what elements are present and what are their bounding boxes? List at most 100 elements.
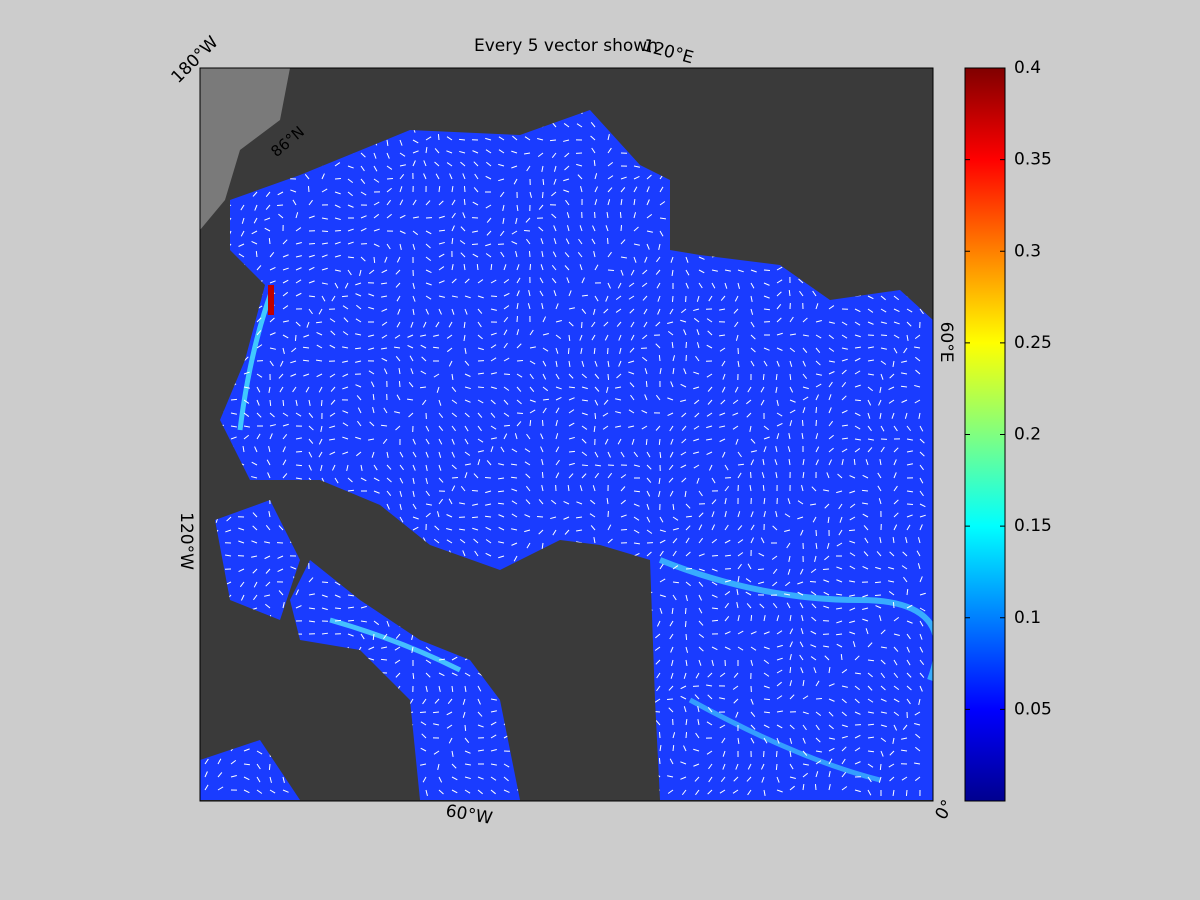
vector [763, 295, 770, 299]
vector [529, 386, 535, 392]
vector [256, 265, 262, 271]
vector [750, 360, 755, 367]
vector [799, 641, 804, 648]
vector [342, 331, 349, 336]
vector [711, 554, 719, 557]
vector [490, 357, 497, 362]
vector [815, 320, 822, 323]
vector [594, 472, 600, 479]
vector [724, 554, 732, 557]
vector [490, 710, 497, 713]
vector [789, 399, 796, 403]
vector [641, 409, 648, 414]
vector [789, 654, 792, 661]
vector [841, 321, 848, 326]
vector [412, 464, 416, 471]
vector [446, 347, 453, 353]
vector [800, 529, 804, 536]
vector [758, 581, 765, 585]
vector [568, 409, 575, 414]
vector [633, 542, 641, 545]
vector [721, 737, 726, 744]
vector [775, 511, 778, 518]
vector [355, 384, 362, 388]
vector [268, 446, 271, 453]
vector [277, 191, 284, 196]
vector [681, 477, 687, 483]
vector [464, 347, 467, 354]
vector [862, 513, 869, 518]
vector [503, 305, 510, 310]
vector [646, 477, 652, 483]
vector [579, 264, 583, 271]
vector [905, 789, 908, 797]
vector [750, 347, 756, 353]
vector [412, 672, 415, 680]
vector [684, 620, 687, 628]
vector [633, 529, 640, 534]
vector [880, 646, 888, 649]
vector [646, 529, 653, 534]
vector [788, 458, 791, 466]
vector [503, 342, 508, 349]
vector [217, 772, 223, 778]
vector [394, 334, 401, 339]
vector [516, 386, 522, 392]
vector [408, 412, 414, 418]
vector [451, 308, 455, 315]
vector [736, 602, 739, 609]
vector [303, 334, 310, 338]
vector [541, 542, 544, 550]
vector [823, 591, 830, 596]
vector [646, 503, 650, 510]
vector [239, 581, 245, 588]
vector [670, 646, 674, 653]
vector [849, 475, 856, 479]
vector [711, 524, 716, 531]
vector [425, 438, 430, 445]
vector [693, 317, 700, 323]
vector [671, 659, 674, 666]
vector [464, 412, 470, 418]
vector [498, 526, 505, 531]
vector [722, 750, 726, 757]
vector [282, 347, 285, 354]
vector [867, 750, 875, 753]
vector [567, 347, 570, 355]
vector [776, 695, 783, 700]
vector [789, 694, 795, 700]
vector [862, 594, 869, 598]
vector [592, 225, 596, 232]
land-light [200, 68, 290, 230]
vector [877, 485, 882, 492]
vector [594, 386, 600, 392]
vector [827, 516, 830, 524]
vector [772, 602, 778, 609]
vector [838, 529, 843, 536]
vector [828, 334, 834, 340]
vector [472, 150, 479, 154]
vector [828, 407, 832, 414]
vector [906, 524, 911, 531]
vector [889, 750, 895, 756]
vector [528, 250, 531, 258]
vector [685, 646, 689, 653]
vector [399, 477, 404, 484]
vector [433, 750, 440, 755]
vector [747, 386, 752, 393]
vector [563, 178, 570, 182]
vector [684, 607, 687, 615]
vector [538, 499, 544, 505]
vector [308, 425, 314, 431]
vector [386, 187, 392, 193]
vector [633, 226, 639, 232]
vector [893, 499, 899, 505]
vector [903, 576, 908, 583]
vector [732, 789, 739, 794]
vector [240, 204, 245, 211]
vector [360, 605, 367, 609]
vector [606, 211, 609, 219]
vector [380, 658, 388, 661]
vector [737, 282, 740, 289]
vector [867, 776, 872, 783]
